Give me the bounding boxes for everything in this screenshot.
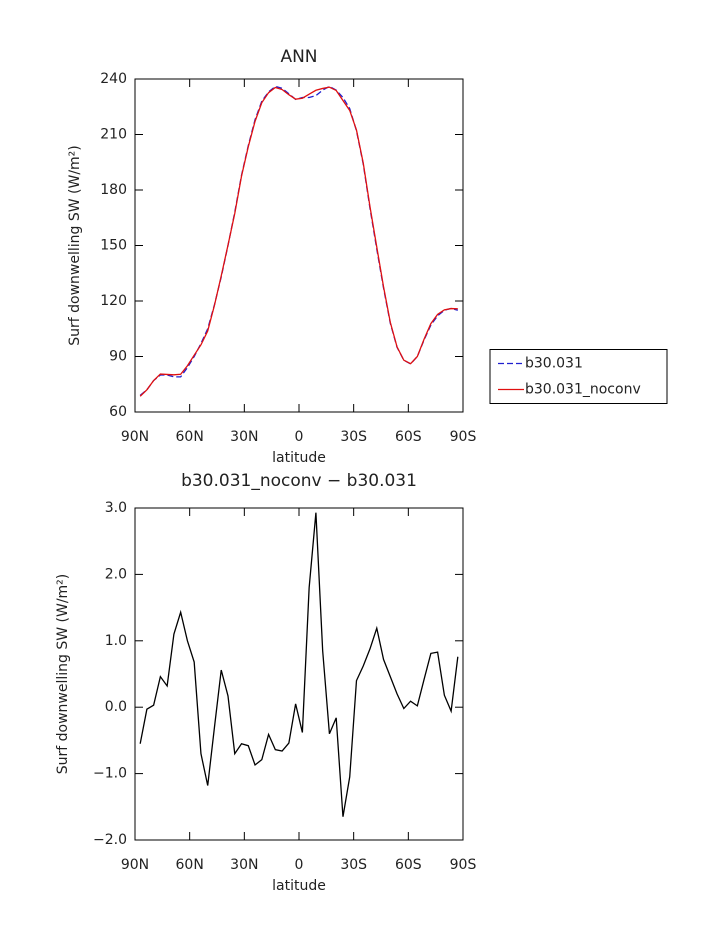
x-tick-label: 60S xyxy=(395,857,422,873)
plot-frame xyxy=(134,507,464,841)
y-tick-label: 1.0 xyxy=(105,633,127,649)
y-tick-label: 150 xyxy=(100,238,127,254)
y-tick-label: 90 xyxy=(109,349,127,365)
x-tick-label: 30N xyxy=(230,429,258,445)
x-tick-label: 30S xyxy=(340,429,367,445)
y-tick-label: −1.0 xyxy=(93,766,127,782)
y-tick-label: 120 xyxy=(100,293,127,309)
y-axis-label: Surf downwelling SW (W/m²) xyxy=(67,145,83,346)
data-line xyxy=(139,85,458,396)
plot-frame xyxy=(134,78,464,413)
y-tick-label: 210 xyxy=(100,127,127,143)
y-tick-label: 2.0 xyxy=(105,566,127,582)
chart-title: b30.031_noconv − b30.031 xyxy=(181,471,417,491)
y-tick-label: 60 xyxy=(109,404,127,420)
x-tick-label: 90S xyxy=(450,429,477,445)
legend-label: b30.031 xyxy=(525,356,583,372)
x-tick-label: 0 xyxy=(295,429,304,445)
x-tick-label: 60S xyxy=(395,429,422,445)
x-tick-label: 0 xyxy=(295,857,304,873)
data-line xyxy=(139,512,459,817)
y-tick-label: 0.0 xyxy=(105,699,127,715)
x-tick-label: 90S xyxy=(450,857,477,873)
y-tick-label: 180 xyxy=(100,182,127,198)
y-tick-label: 240 xyxy=(100,71,127,87)
x-axis-label: latitude xyxy=(272,878,326,894)
x-tick-label: 90N xyxy=(121,857,149,873)
x-tick-label: 60N xyxy=(176,429,204,445)
x-tick-label: 30S xyxy=(340,857,367,873)
y-tick-label: −2.0 xyxy=(93,832,127,848)
y-tick-label: 3.0 xyxy=(105,500,127,516)
data-line xyxy=(139,86,458,397)
legend-box xyxy=(489,349,668,404)
chart-title: ANN xyxy=(280,47,317,67)
x-tick-label: 60N xyxy=(176,857,204,873)
y-axis-label: Surf downwelling SW (W/m²) xyxy=(55,574,71,775)
x-tick-label: 90N xyxy=(121,429,149,445)
legend-label: b30.031_noconv xyxy=(525,382,641,398)
x-axis-label: latitude xyxy=(272,450,326,466)
x-tick-label: 30N xyxy=(230,857,258,873)
